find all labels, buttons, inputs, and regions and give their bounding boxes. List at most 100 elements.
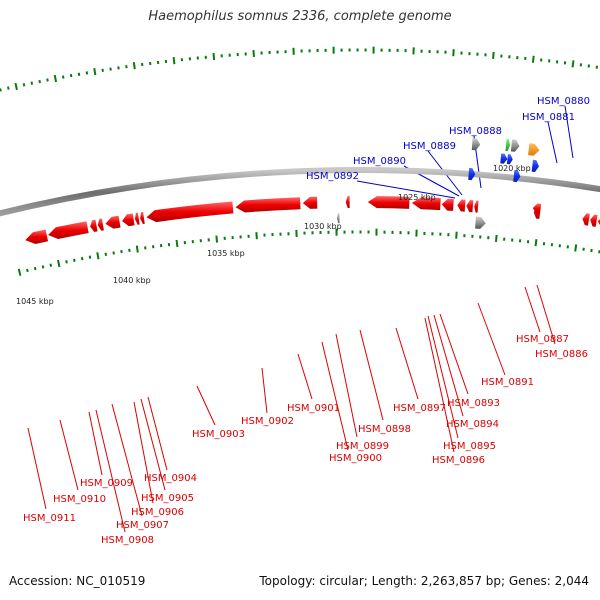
major-tick [252, 49, 255, 58]
minor-tick [112, 251, 115, 255]
minor-tick [204, 55, 207, 59]
minor-tick [471, 234, 474, 238]
minor-tick [268, 50, 271, 55]
leader-line [321, 341, 349, 451]
minor-tick [263, 233, 266, 237]
minor-tick [159, 243, 163, 248]
minor-tick [104, 252, 108, 256]
minor-tick [590, 248, 593, 253]
minor-tick [468, 52, 471, 56]
minor-tick [26, 268, 29, 273]
minor-tick [125, 65, 128, 69]
minor-tick [428, 49, 431, 54]
reverse-gene-label: HSM_0887 [516, 334, 569, 345]
forward-gene-label: HSM_0880 [537, 96, 590, 107]
minor-tick [38, 79, 41, 84]
reverse-gene-label: HSM_0895 [443, 441, 496, 452]
minor-tick [244, 52, 247, 56]
reverse-gene-arrow [235, 197, 301, 213]
leader-line [196, 385, 216, 426]
minor-tick [144, 246, 147, 250]
leader-line [140, 398, 166, 491]
minor-tick [444, 50, 447, 54]
forward-gene-arrow [506, 154, 513, 165]
minor-tick [500, 54, 503, 58]
reverse-gene-arrow [590, 214, 598, 227]
leader-line [133, 401, 154, 504]
leader-line [524, 286, 541, 333]
minor-tick [407, 231, 410, 235]
minor-tick [167, 242, 171, 247]
minor-tick [548, 59, 551, 63]
major-tick [17, 268, 22, 276]
major-tick [96, 252, 100, 260]
minor-tick [128, 248, 131, 252]
leader-line [27, 427, 47, 510]
minor-tick [49, 263, 53, 267]
minor-tick [73, 258, 76, 262]
leader-line [439, 313, 469, 395]
reverse-gene-label: HSM_0894 [446, 419, 499, 430]
minor-tick [431, 232, 434, 236]
reverse-gene-arrow [90, 219, 98, 232]
minor-tick [85, 71, 89, 75]
reverse-gene-arrow [474, 200, 479, 213]
pseudogene-arrow [475, 216, 486, 229]
minor-tick [276, 50, 279, 54]
minor-tick [316, 48, 319, 53]
reverse-gene-label: HSM_0899 [336, 441, 389, 452]
forward-gene-arrow [531, 159, 539, 173]
minor-tick [404, 49, 407, 53]
forward-gene-label: HSM_0889 [403, 141, 456, 152]
minor-tick [247, 234, 250, 238]
leader-line [111, 403, 143, 517]
scale-label: 1020 kbp [493, 164, 531, 173]
pseudogene-arrow [336, 213, 340, 224]
minor-tick [367, 230, 370, 234]
minor-tick [149, 61, 152, 66]
minor-tick [220, 54, 223, 58]
major-tick [531, 55, 535, 63]
major-tick [255, 232, 258, 240]
minor-tick [188, 57, 192, 61]
minor-tick [239, 235, 242, 239]
minor-tick [164, 59, 168, 64]
forward-gene-arrow [500, 153, 508, 164]
minor-tick [487, 236, 490, 240]
reverse-gene-arrow [97, 218, 104, 231]
leader-line [147, 396, 168, 471]
reverse-gene-arrow [134, 212, 140, 225]
major-tick [212, 52, 216, 61]
minor-tick [351, 230, 354, 234]
reverse-gene-label: HSM_0891 [481, 377, 534, 388]
minor-tick [503, 237, 506, 241]
reverse-gene-label: HSM_0897 [393, 403, 446, 414]
leader-line [424, 317, 455, 453]
minor-tick [423, 231, 426, 235]
scale-label: 1040 kbp [113, 276, 151, 285]
topology-summary: Topology: circular; Length: 2,263,857 bp… [259, 574, 589, 588]
leader-line [536, 284, 556, 345]
minor-tick [77, 72, 81, 76]
rna-gene-arrow [505, 138, 511, 152]
minor-tick [231, 236, 234, 240]
minor-tick [308, 49, 311, 53]
major-tick [14, 82, 18, 91]
minor-tick [191, 239, 194, 244]
leader-line [359, 329, 384, 421]
minor-tick [69, 73, 73, 78]
reverse-gene-arrow [122, 213, 135, 227]
minor-tick [88, 255, 92, 259]
major-tick [412, 47, 415, 55]
minor-tick [199, 239, 202, 243]
minor-tick [340, 48, 343, 52]
major-tick [93, 67, 97, 76]
forward-gene-arrow [468, 167, 476, 181]
leader-line [427, 315, 459, 439]
minor-tick [207, 238, 210, 242]
major-tick [335, 228, 338, 236]
minor-tick [579, 63, 583, 67]
minor-tick [391, 230, 394, 234]
minor-tick [156, 60, 160, 65]
minor-tick [484, 53, 487, 57]
